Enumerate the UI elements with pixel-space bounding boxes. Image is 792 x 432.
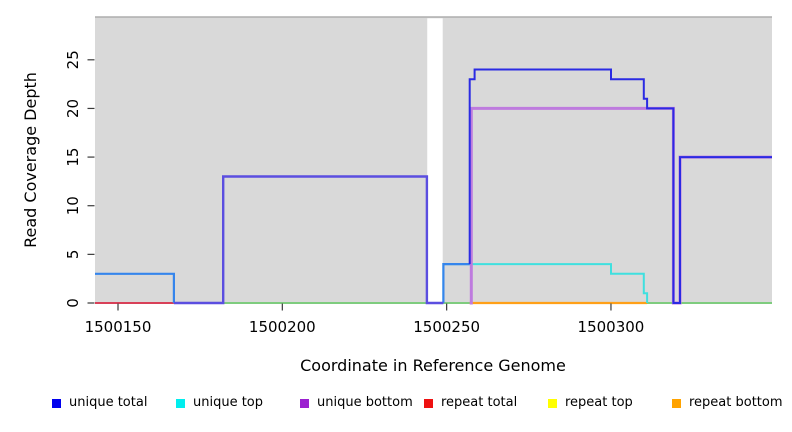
legend-item-unique-bottom: unique bottom xyxy=(300,395,413,411)
y-axis-title: Read Coverage Depth xyxy=(21,72,40,248)
legend-label: unique bottom xyxy=(317,395,413,410)
x-tick-label: 1500200 xyxy=(249,318,316,336)
y-tick-label: 15 xyxy=(64,148,82,167)
legend-item-repeat-top: repeat top xyxy=(548,395,633,411)
x-tick-label: 1500250 xyxy=(413,318,480,336)
y-tick-label: 10 xyxy=(64,196,82,215)
x-tick-label: 1500300 xyxy=(578,318,645,336)
x-tick-label: 1500150 xyxy=(85,318,152,336)
legend: unique total unique top unique bottom re… xyxy=(0,395,792,415)
legend-item-unique-total: unique total xyxy=(52,395,147,411)
legend-label: unique total xyxy=(69,395,148,410)
legend-item-unique-top: unique top xyxy=(176,395,263,411)
series-line-unique-total-blue xyxy=(468,68,772,304)
y-tick-label: 25 xyxy=(64,50,82,69)
legend-label: repeat top xyxy=(565,395,633,410)
legend-label: repeat bottom xyxy=(689,395,783,410)
legend-label: repeat total xyxy=(441,395,518,410)
series-line-mid-slate xyxy=(173,175,444,305)
series-line-rise-azure xyxy=(442,263,470,303)
legend-label: unique top xyxy=(193,395,264,410)
y-tick-label: 0 xyxy=(64,298,82,308)
series-line-left-azure xyxy=(95,272,175,303)
y-tick-label: 5 xyxy=(64,250,82,260)
repeat-total-swatch-icon xyxy=(424,398,433,408)
legend-item-repeat-bottom: repeat bottom xyxy=(672,395,783,411)
axes: 1500150 1500200 1500250 1500300 0 5 10 15 20 25 xyxy=(64,50,644,336)
series-lines xyxy=(95,68,772,305)
y-tick-label: 20 xyxy=(64,99,82,118)
x-axis-title: Coordinate in Reference Genome xyxy=(300,356,566,375)
masked-region xyxy=(427,18,443,304)
coverage-chart: 1500150 1500200 1500250 1500300 0 5 10 15 20 25 C… xyxy=(21,16,772,375)
repeat-top-swatch-icon xyxy=(548,398,557,408)
plot-panel xyxy=(95,16,772,304)
unique-bottom-swatch-icon xyxy=(300,398,309,408)
repeat-bottom-swatch-icon xyxy=(672,398,681,408)
unique-top-swatch-icon xyxy=(176,398,185,408)
unique-total-swatch-icon xyxy=(52,398,61,408)
legend-item-repeat-total: repeat total xyxy=(424,395,517,411)
